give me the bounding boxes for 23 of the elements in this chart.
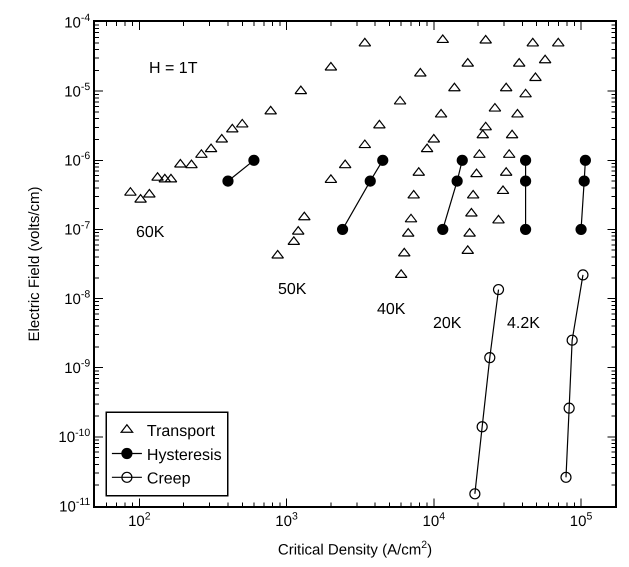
x-tick-label: 10$^{3}$ (275, 510, 298, 530)
y-axis-title: Electric Field (volts/cm) (26, 186, 44, 342)
annotation: 20K (433, 315, 462, 332)
x-tick-label: 10$^{4}$ (422, 510, 446, 530)
annotation: H = 1T (149, 60, 198, 77)
x-axis-title: Critical Density (A/cm$^{2}$) (278, 538, 432, 558)
legend-label: Transport (146, 422, 216, 440)
y-tick-label: 10$^{-11}$ (59, 496, 90, 516)
x-tick-label: 10$^{2}$ (128, 510, 151, 530)
legend-label: Hysteresis (146, 446, 222, 464)
legend-label: Creep (146, 470, 191, 488)
y-tick-label: 10$^{-4}$ (64, 12, 90, 32)
y-tick-label: 10$^{-7}$ (64, 219, 90, 239)
y-tick-label: 10$^{-8}$ (64, 288, 90, 308)
y-tick-label: 10$^{-5}$ (64, 81, 90, 100)
y-tick-label: 10$^{-6}$ (64, 150, 90, 170)
annotation: 60K (136, 224, 165, 241)
x-tick-label: 10$^{5}$ (570, 510, 592, 530)
annotation: 40K (377, 301, 406, 318)
annotation: 50K (278, 281, 307, 298)
annotation: 4.2K (507, 315, 540, 332)
y-tick-label: 10$^{-9}$ (64, 358, 90, 377)
y-tick-label: 10$^{-10}$ (58, 426, 90, 446)
